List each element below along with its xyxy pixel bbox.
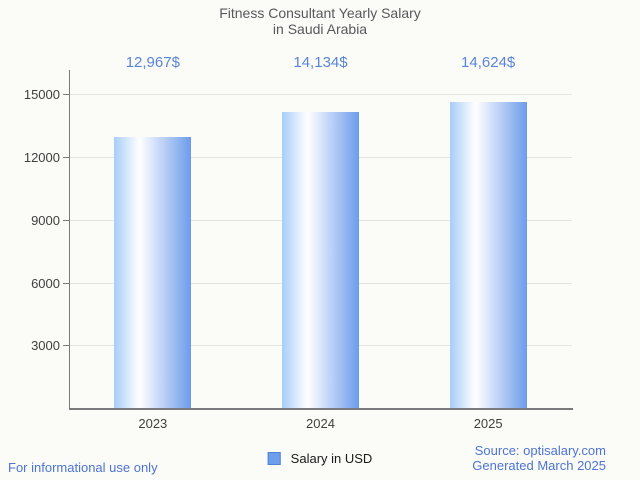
y-tick-label: 9000 xyxy=(31,212,60,228)
y-tick-mark xyxy=(63,219,69,221)
bar-value-label: 14,624$ xyxy=(461,54,516,71)
bar-2023[interactable] xyxy=(114,136,192,408)
x-axis-label: 2024 xyxy=(306,416,335,431)
bar-2024[interactable] xyxy=(282,112,359,408)
y-tick-mark xyxy=(63,157,69,158)
bar-2025[interactable] xyxy=(449,102,527,408)
source-line: Source: optisalary.com xyxy=(474,443,606,458)
chart-title-line2: in Saudi Arabia xyxy=(272,21,368,37)
legend: Salary in USD xyxy=(267,451,373,466)
source-note: Source: optisalary.com Generated March 2… xyxy=(472,443,606,473)
generated-line: Generated March 2025 xyxy=(472,458,606,473)
gridline xyxy=(70,94,572,96)
y-tick-mark xyxy=(63,94,69,96)
x-axis-line xyxy=(69,408,573,410)
y-tick-label: 15000 xyxy=(23,87,60,103)
chart-title: Fitness Consultant Yearly Salary in Saud… xyxy=(0,5,640,37)
disclaimer-text: For informational use only xyxy=(8,460,158,475)
chart-title-line1: Fitness Consultant Yearly Salary xyxy=(219,5,421,21)
bar-value-label: 12,967$ xyxy=(125,54,180,71)
legend-label[interactable]: Salary in USD xyxy=(290,451,373,466)
y-axis-line xyxy=(69,70,70,409)
x-axis-label: 2023 xyxy=(138,416,168,431)
y-tick-label: 12000 xyxy=(23,150,60,165)
x-axis-label: 2025 xyxy=(473,416,503,431)
y-tick-mark xyxy=(63,282,69,284)
y-tick-label: 3000 xyxy=(31,338,60,354)
y-tick-mark xyxy=(63,345,69,347)
y-tick-label: 6000 xyxy=(31,275,60,291)
legend-swatch-icon[interactable] xyxy=(267,452,281,465)
bar-value-label: 14,134$ xyxy=(293,54,348,71)
